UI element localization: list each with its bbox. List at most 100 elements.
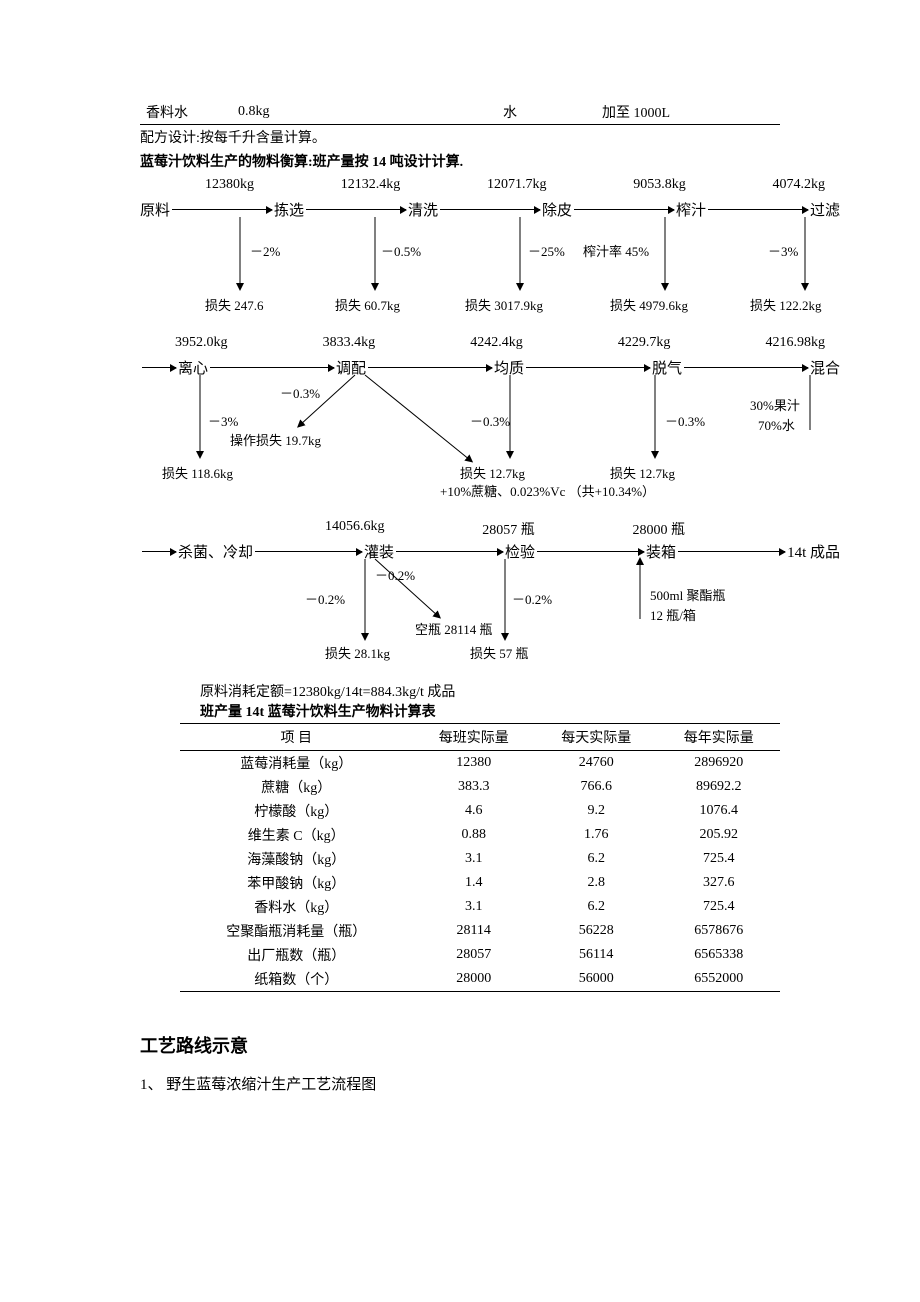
cell: 海藻酸钠（kg） xyxy=(180,847,412,871)
c4: 加至 1000L xyxy=(596,100,780,125)
cell: 12380 xyxy=(412,751,535,776)
l: 损失 3017.9kg xyxy=(465,295,543,314)
l: 损失 28.1kg xyxy=(325,643,390,662)
formula-row: 香料水 0.8kg 水 加至 1000L xyxy=(140,100,780,125)
pack: 500ml 聚酯瓶 xyxy=(650,585,725,604)
arrow xyxy=(440,209,540,210)
mat-title: 班产量 14t 蓝莓汁饮料生产物料计算表 xyxy=(140,701,780,721)
l: 损失 4979.6kg xyxy=(610,295,688,314)
mix: 30%果汁 xyxy=(750,395,800,414)
section-title: 工艺路线示意 xyxy=(140,1032,780,1058)
n: 检验 xyxy=(505,541,535,562)
l: 损失 122.2kg xyxy=(750,295,822,314)
c2: 0.8kg xyxy=(232,100,424,125)
cell: 柠檬酸（kg） xyxy=(180,799,412,823)
l: 损失 57 瓶 xyxy=(470,643,529,662)
table-row: 空聚酯瓶消耗量（瓶）28114562286578676 xyxy=(180,919,780,943)
col: 每班实际量 xyxy=(412,724,535,751)
table-row: 蔗糖（kg）383.3766.689692.2 xyxy=(180,775,780,799)
n: 清洗 xyxy=(408,199,438,220)
cell: 6565338 xyxy=(657,943,780,967)
cell: 6.2 xyxy=(535,847,658,871)
col: 项 目 xyxy=(180,724,412,751)
cell: 766.6 xyxy=(535,775,658,799)
v: 4229.7kg xyxy=(618,335,671,351)
c3: 水 xyxy=(424,100,596,125)
cell: 蔗糖（kg） xyxy=(180,775,412,799)
l: 损失 12.7kg xyxy=(610,463,675,482)
l: 损失 247.6 xyxy=(205,295,264,314)
cell: 28114 xyxy=(412,919,535,943)
arrow xyxy=(368,367,492,368)
n: 14t 成品 xyxy=(787,541,840,562)
cell: 2.8 xyxy=(535,871,658,895)
flow-stage-3: 14056.6kg 28057 瓶 28000 瓶 杀菌、冷却 灌装 检验 装箱… xyxy=(140,519,820,669)
flow-stage-1: 12380kg 12132.4kg 12071.7kg 9053.8kg 407… xyxy=(140,177,820,317)
n: 拣选 xyxy=(274,199,304,220)
cell: 蓝莓消耗量（kg） xyxy=(180,751,412,776)
table-row: 香料水（kg）3.16.2725.4 xyxy=(180,895,780,919)
p: －0.2% xyxy=(305,589,345,608)
p: －3% xyxy=(768,241,798,260)
formula-note: 配方设计:按每千升含量计算。 xyxy=(140,127,780,147)
cell: 空聚酯瓶消耗量（瓶） xyxy=(180,919,412,943)
material-block: 原料消耗定额=12380kg/14t=884.3kg/t 成品 班产量 14t … xyxy=(140,681,780,992)
v: 3833.4kg xyxy=(323,335,376,351)
arrow xyxy=(537,551,644,552)
n: 过滤 xyxy=(810,199,840,220)
l: 损失 12.7kg xyxy=(460,463,525,482)
arrow xyxy=(142,367,176,368)
table-row: 海藻酸钠（kg）3.16.2725.4 xyxy=(180,847,780,871)
arrow xyxy=(172,209,272,210)
cell: 3.1 xyxy=(412,895,535,919)
arrow xyxy=(255,551,362,552)
v: 3952.0kg xyxy=(175,335,228,351)
v: 4242.4kg xyxy=(470,335,523,351)
n: 原料 xyxy=(140,199,170,220)
pack: 12 瓶/箱 xyxy=(650,605,696,624)
n: 装箱 xyxy=(646,541,676,562)
n: 除皮 xyxy=(542,199,572,220)
cell: 4.6 xyxy=(412,799,535,823)
arrow xyxy=(708,209,808,210)
cell: 6.2 xyxy=(535,895,658,919)
n: 杀菌、冷却 xyxy=(178,541,253,562)
cell: 2896920 xyxy=(657,751,780,776)
l: 损失 118.6kg xyxy=(162,463,233,482)
v: 12132.4kg xyxy=(341,177,401,193)
n: 脱气 xyxy=(652,357,682,378)
subsection: 1、 野生蓝莓浓缩汁生产工艺流程图 xyxy=(140,1073,780,1094)
cell: 维生素 C（kg） xyxy=(180,823,412,847)
table-row: 纸箱数（个）28000560006552000 xyxy=(180,967,780,992)
v: 4074.2kg xyxy=(773,177,826,193)
p: －0.2% xyxy=(512,589,552,608)
arrow xyxy=(306,209,406,210)
cell: 725.4 xyxy=(657,847,780,871)
p: －0.3% xyxy=(470,411,510,430)
v: 14056.6kg xyxy=(325,519,385,539)
n: 离心 xyxy=(178,357,208,378)
cell: 205.92 xyxy=(657,823,780,847)
p: －2% xyxy=(250,241,280,260)
arrow xyxy=(396,551,503,552)
cell: 56228 xyxy=(535,919,658,943)
v: 4216.98kg xyxy=(766,335,826,351)
cell: 出厂瓶数（瓶） xyxy=(180,943,412,967)
cell: 6552000 xyxy=(657,967,780,992)
v: 28000 瓶 xyxy=(633,519,686,539)
arrow xyxy=(526,367,650,368)
col: 每年实际量 xyxy=(657,724,780,751)
cell: 56000 xyxy=(535,967,658,992)
empty: 空瓶 28114 瓶 xyxy=(415,619,493,638)
arrow xyxy=(142,551,176,552)
table-header: 项 目 每班实际量 每天实际量 每年实际量 xyxy=(180,724,780,751)
v: 12380kg xyxy=(205,177,254,193)
p: －25% xyxy=(528,241,565,260)
v: 28057 瓶 xyxy=(482,519,535,539)
cell: 725.4 xyxy=(657,895,780,919)
l: 操作损失 19.7kg xyxy=(230,430,321,449)
cell: 6578676 xyxy=(657,919,780,943)
arrow xyxy=(210,367,334,368)
cell: 24760 xyxy=(535,751,658,776)
cell: 9.2 xyxy=(535,799,658,823)
